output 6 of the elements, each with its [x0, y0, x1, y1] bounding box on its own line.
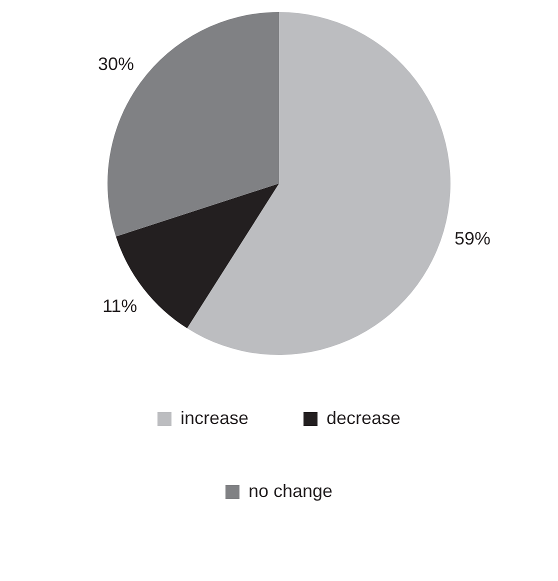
- legend-label: no change: [248, 480, 333, 501]
- legend-label: decrease: [326, 408, 401, 428]
- data-label: 30%: [98, 54, 134, 74]
- legend-label: increase: [180, 408, 249, 428]
- data-label: 11%: [102, 296, 138, 316]
- data-label: 59%: [454, 228, 491, 249]
